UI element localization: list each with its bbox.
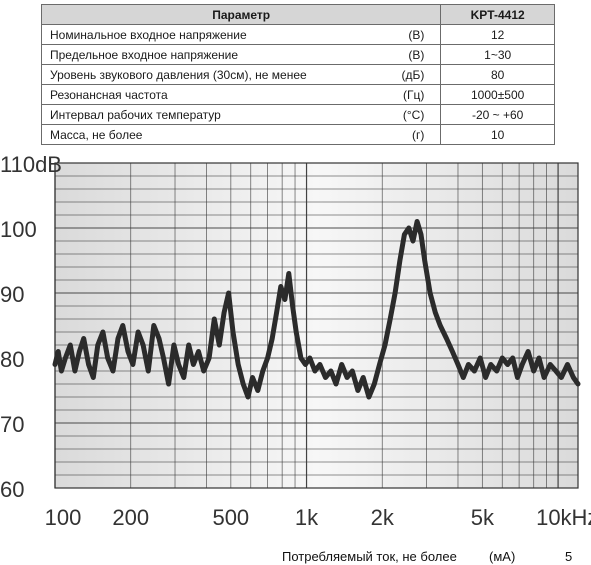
param-name: Интервал рабочих температур	[41, 104, 342, 125]
param-unit: (дБ)	[341, 64, 442, 85]
y-tick-label: 80	[0, 347, 24, 372]
current-value: 5	[565, 549, 573, 564]
x-axis-ticks: 100 200 500 1k 2k 5k 10kHz	[45, 505, 591, 530]
header-param: Параметр	[40, 4, 442, 25]
series-group	[52, 219, 581, 400]
param-unit: (г)	[341, 124, 442, 145]
param-unit: (В)	[341, 44, 442, 65]
param-unit: (Гц)	[341, 84, 442, 105]
param-value: 10	[440, 124, 555, 145]
y-tick-label: 70	[0, 412, 24, 437]
series-line	[52, 219, 581, 400]
y-axis-ticks: 110dB 100 90 80 70 60	[0, 155, 62, 502]
x-tick-label: 10kHz	[536, 505, 591, 530]
param-value: 1000±500	[440, 84, 555, 105]
plot-background	[55, 163, 578, 488]
table-row: Уровень звукового давления (30см), не ме…	[41, 64, 555, 85]
param-name: Номинальное входное напряжение	[41, 24, 342, 45]
x-tick-label: 500	[212, 505, 249, 530]
param-value: -20 ~ +60	[440, 104, 555, 125]
param-value: 1~30	[440, 44, 555, 65]
frequency-response-chart: 110dB 100 90 80 70 60 100 200 500 1k 2k 5k 10kHz	[0, 155, 591, 530]
param-name: Масса, не более	[41, 124, 342, 145]
y-tick-label: 110dB	[0, 155, 62, 177]
y-tick-label: 60	[0, 477, 24, 502]
param-value: 80	[440, 64, 555, 85]
x-tick-label: 100	[45, 505, 82, 530]
table-row: Номинальное входное напряжение (В) 12	[41, 24, 555, 45]
y-tick-label: 90	[0, 282, 24, 307]
table-row: Интервал рабочих температур (°С) -20 ~ +…	[41, 104, 555, 125]
x-tick-label: 5k	[471, 505, 495, 530]
x-tick-label: 200	[112, 505, 149, 530]
y-tick-label: 100	[0, 217, 37, 242]
table-header-row: Параметр KPT-4412	[40, 4, 555, 25]
header-model: KPT-4412	[440, 4, 555, 25]
table-row: Резонансная частота (Гц) 1000±500	[41, 84, 555, 105]
param-unit: (°С)	[341, 104, 442, 125]
x-tick-label: 1k	[295, 505, 319, 530]
param-unit: (В)	[341, 24, 442, 45]
current-label: Потребляемый ток, не более	[282, 549, 457, 564]
param-name: Резонансная частота	[41, 84, 342, 105]
param-name: Уровень звукового давления (30см), не ме…	[41, 64, 342, 85]
x-tick-label: 2k	[371, 505, 395, 530]
table-row: Масса, не более (г) 10	[41, 124, 555, 145]
param-value: 12	[440, 24, 555, 45]
parameter-table: Параметр KPT-4412 Номинальное входное на…	[40, 4, 555, 145]
param-name: Предельное входное напряжение	[41, 44, 342, 65]
table-row: Предельное входное напряжение (В) 1~30	[41, 44, 555, 65]
plot-frame	[54, 162, 579, 489]
current-unit: (мА)	[489, 549, 516, 564]
